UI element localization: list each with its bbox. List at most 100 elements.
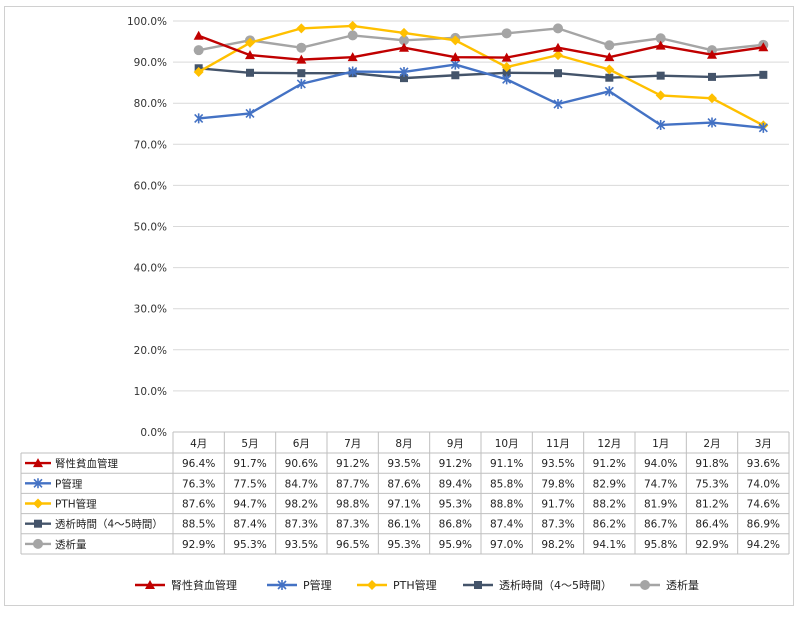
series-name: 腎性貧血管理 (55, 457, 118, 470)
table-legend-key (25, 458, 51, 468)
data-point (553, 42, 563, 52)
data-point (296, 78, 306, 89)
data-label: 74.7% (644, 478, 677, 490)
data-point (399, 66, 409, 77)
data-point (451, 71, 460, 80)
data-point (655, 90, 666, 101)
y-tick-label: 40.0% (134, 263, 167, 275)
data-point (400, 74, 408, 83)
data-label: 98.2% (541, 539, 574, 551)
data-label: 88.8% (490, 499, 523, 511)
x-tick-label: 12月 (597, 438, 621, 450)
series-line (198, 34, 764, 61)
data-label: 95.9% (439, 539, 472, 551)
data-label: 88.5% (182, 519, 215, 531)
y-tick-label: 10.0% (134, 386, 167, 398)
data-label: 77.5% (233, 478, 266, 490)
data-label: 93.6% (747, 458, 780, 470)
series-1 (194, 59, 768, 133)
data-label: 89.4% (439, 478, 472, 490)
x-tick-label: 7月 (344, 438, 361, 450)
data-point (604, 52, 615, 62)
data-label: 93.5% (541, 458, 574, 470)
data-point (554, 69, 562, 78)
data-point (604, 40, 615, 51)
legend-label: PTH管理 (393, 578, 437, 592)
data-point (450, 52, 461, 62)
data-point (655, 40, 666, 50)
table-legend-key (25, 519, 51, 528)
data-label: 91.7% (233, 458, 266, 470)
table-legend-key (25, 478, 51, 489)
data-point (605, 73, 614, 82)
data-point (399, 42, 409, 52)
table-legend-key (25, 498, 51, 509)
line-chart: 0.0% 10.0% 20.0% 30.0% 40.0% 50.0% 60.0% 70.0% 8… (20, 16, 790, 592)
data-label: 97.1% (387, 499, 420, 511)
data-point (707, 117, 717, 128)
y-tick-label: 20.0% (134, 345, 167, 357)
data-label: 94.0% (644, 458, 677, 470)
data-label: 95.3% (233, 539, 266, 551)
series-name: 透析時間（4～5時間） (55, 518, 163, 531)
data-label: 87.3% (336, 519, 369, 531)
data-point (604, 64, 615, 75)
data-point (348, 66, 358, 77)
data-label: 87.3% (285, 519, 318, 531)
data-label: 95.3% (439, 499, 472, 511)
data-label: 93.5% (387, 458, 420, 470)
data-label: 88.2% (593, 499, 626, 511)
legend-item: 透析時間（4～5時間） (463, 578, 612, 592)
data-label: 95.8% (644, 539, 677, 551)
data-point (553, 23, 563, 34)
data-label: 97.0% (490, 539, 523, 551)
data-label: 87.6% (387, 478, 420, 490)
data-point (399, 27, 409, 38)
series-line (198, 27, 764, 52)
chart-frame: 0.0% 10.0% 20.0% 30.0% 40.0% 50.0% 60.0% 70.0% 8… (4, 6, 794, 606)
data-point (193, 30, 204, 40)
data-label: 91.2% (336, 458, 369, 470)
data-label: 86.8% (439, 519, 472, 531)
data-point (707, 93, 717, 104)
x-tick-label: 3月 (755, 438, 772, 450)
data-label: 87.3% (541, 519, 574, 531)
data-label: 87.4% (233, 519, 266, 531)
data-label: 98.2% (285, 499, 318, 511)
legend: 腎性貧血管理 P管理 PTH管理 透析時間（4～5時間） 透析量 (135, 578, 699, 592)
data-point (245, 37, 255, 48)
grid-lines (173, 20, 789, 433)
data-label: 75.3% (695, 478, 728, 490)
data-point (296, 42, 307, 53)
x-tick-label: 5月 (241, 438, 258, 450)
data-point (502, 68, 511, 77)
data-label: 91.8% (695, 458, 728, 470)
x-tick-label: 11月 (546, 438, 570, 450)
data-label: 96.4% (182, 458, 215, 470)
data-label: 85.8% (490, 478, 523, 490)
data-label: 79.8% (541, 478, 574, 490)
data-label: 90.6% (285, 458, 318, 470)
legend-label: P管理 (303, 578, 332, 592)
data-label: 95.3% (387, 539, 420, 551)
data-label: 96.5% (336, 539, 369, 551)
y-tick-label: 90.0% (134, 57, 167, 69)
data-point (297, 69, 306, 78)
data-label: 91.2% (439, 458, 472, 470)
y-tick-label: 100.0% (127, 16, 167, 28)
data-label: 91.2% (593, 458, 626, 470)
data-label: 87.4% (490, 519, 523, 531)
data-point (656, 119, 666, 130)
data-point (553, 99, 563, 110)
y-tick-label: 70.0% (134, 139, 167, 151)
data-label: 94.1% (593, 539, 626, 551)
legend-item: 透析量 (630, 578, 699, 592)
data-label: 91.7% (541, 499, 574, 511)
y-tick-label: 30.0% (134, 304, 167, 316)
data-point (399, 35, 409, 46)
data-label: 94.7% (233, 499, 266, 511)
legend-label: 腎性貧血管理 (171, 578, 237, 592)
data-point (553, 50, 563, 61)
data-point (193, 66, 204, 77)
